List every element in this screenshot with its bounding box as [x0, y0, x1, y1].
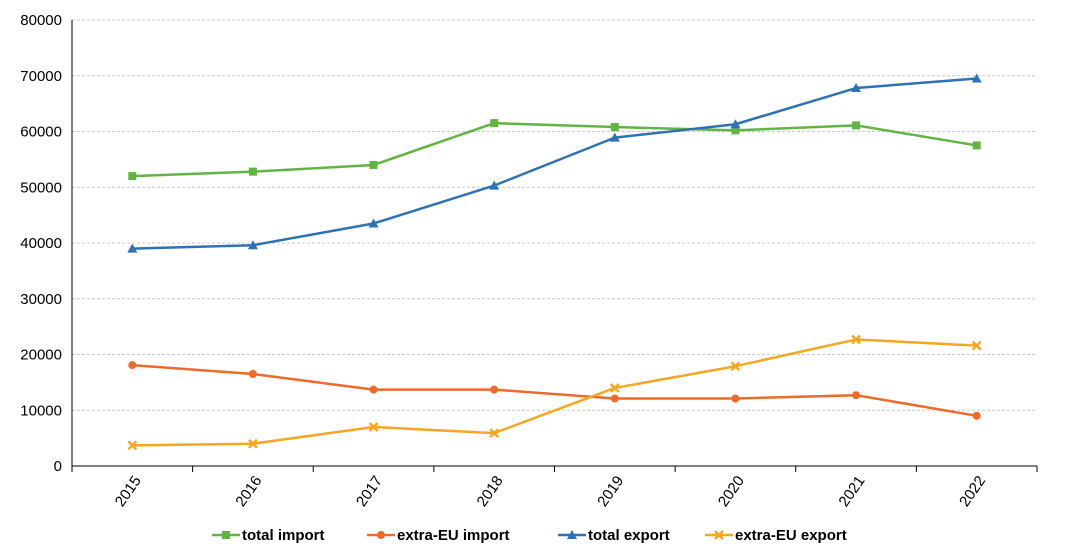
y-tick-label: 80000 [20, 12, 62, 29]
data-point [731, 394, 740, 403]
data-point [971, 340, 982, 351]
x-tick-label: 2019 [594, 473, 627, 510]
legend-label: total import [242, 527, 325, 544]
y-tick-label: 30000 [20, 291, 62, 308]
y-tick-label: 40000 [20, 235, 62, 252]
legend-swatch-marker [567, 530, 577, 539]
legend-swatch-marker [714, 530, 724, 540]
x-tick-label: 2021 [836, 473, 869, 510]
legend-item: extra-EU export [705, 527, 847, 544]
data-point [851, 334, 861, 345]
x-tick-label: 2022 [956, 473, 989, 510]
data-point [610, 123, 619, 132]
series-line [132, 338, 977, 447]
y-tick-label: 60000 [20, 124, 62, 141]
data-point [368, 218, 379, 228]
legend-swatch-marker [377, 531, 385, 539]
x-tick-label: 2015 [112, 473, 145, 510]
series-line [132, 121, 977, 178]
legend-label: total export [588, 527, 670, 544]
data-point [972, 141, 981, 150]
data-point [852, 391, 861, 400]
x-tick-label: 2016 [232, 473, 265, 510]
legend-item: total import [212, 527, 325, 544]
series-line [132, 363, 977, 418]
data-point [610, 394, 619, 403]
y-tick-label: 50000 [20, 179, 62, 196]
data-point [248, 438, 258, 449]
series-2 [127, 73, 982, 253]
data-point [731, 126, 740, 135]
y-axis-ticks: 0 10000 20000 30000 40000 50000 60000 70000 8000… [20, 12, 62, 475]
data-point [368, 422, 379, 432]
data-point [247, 240, 258, 250]
y-tick-label: 10000 [20, 402, 62, 419]
legend-item: total export [558, 527, 670, 544]
legend-swatch-marker [222, 531, 230, 539]
data-point [127, 440, 138, 451]
data-point [609, 383, 620, 393]
y-tick-label: 0 [54, 458, 62, 475]
data-point [489, 428, 500, 438]
data-point [248, 167, 257, 176]
data-point [369, 160, 378, 169]
data-point [730, 119, 741, 129]
x-tick-label: 2018 [474, 473, 507, 510]
legend-label: extra-EU import [397, 527, 510, 544]
grid-lines [72, 19, 1037, 411]
series-1 [128, 361, 981, 420]
x-axis-ticks: 2015 2016 2017 2018 2019 2020 2021 2022 [71, 466, 1038, 510]
data-point [128, 361, 137, 370]
data-point [490, 119, 499, 128]
data-point [248, 370, 257, 379]
data-point [128, 172, 137, 181]
data-point [852, 121, 861, 130]
legend-label: extra-EU export [735, 527, 847, 544]
series-0 [128, 119, 981, 181]
series-3 [127, 334, 982, 451]
y-tick-label: 20000 [20, 347, 62, 364]
data-point [490, 385, 499, 394]
x-tick-label: 2020 [715, 473, 748, 510]
data-point [851, 83, 862, 93]
data-point [730, 361, 741, 372]
x-tick-label: 2017 [353, 473, 386, 510]
data-point [972, 411, 981, 420]
data-point [609, 132, 620, 142]
data-point [369, 385, 378, 394]
series-line [132, 77, 977, 250]
y-tick-label: 70000 [20, 68, 62, 85]
series-layer [127, 73, 982, 451]
data-point [489, 180, 500, 190]
data-point [971, 73, 982, 83]
legend-item: extra-EU import [367, 527, 510, 544]
data-point [127, 243, 138, 253]
legend: total import extra-EU import total export e… [212, 527, 847, 544]
